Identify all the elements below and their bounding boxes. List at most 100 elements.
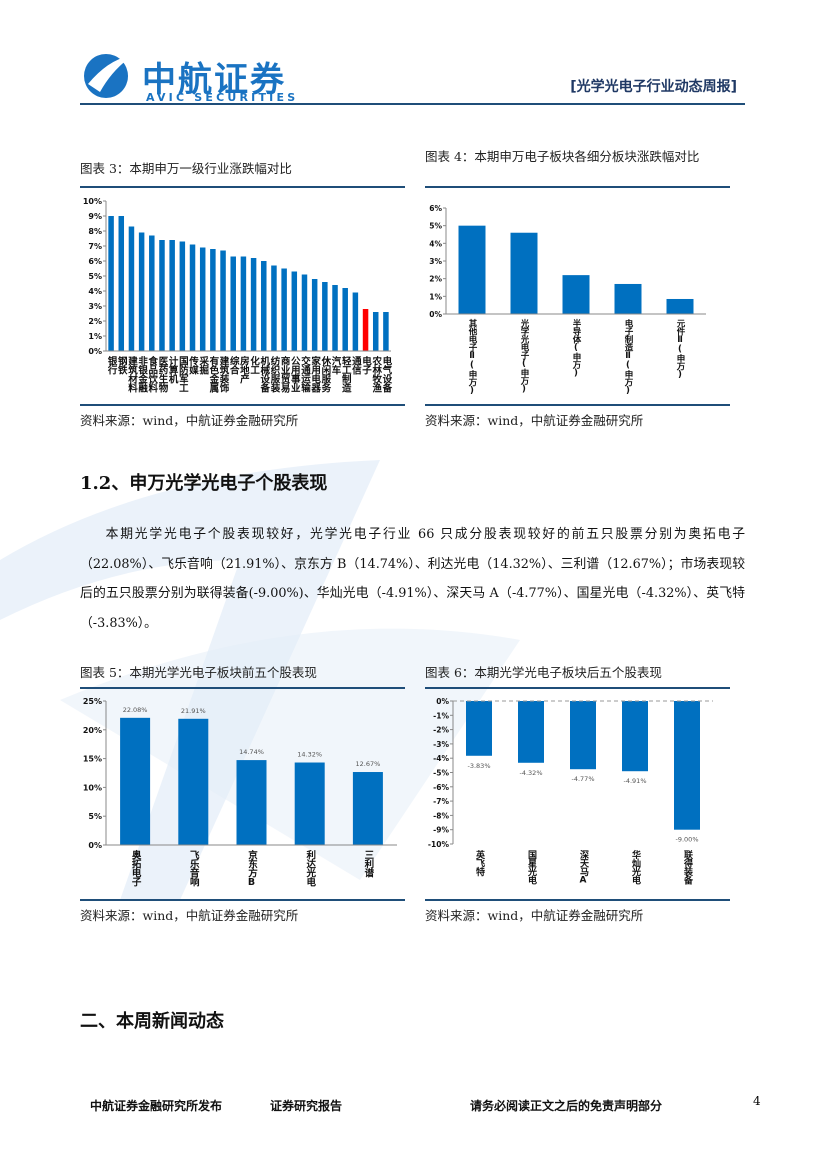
x-tick-label: 综合	[228, 355, 240, 375]
bar	[614, 283, 642, 314]
caption-rule	[80, 186, 405, 188]
bar	[261, 261, 267, 351]
source: 资料来源：wind，中航证券金融研究所	[425, 908, 644, 923]
y-tick-label: -1%	[433, 711, 449, 720]
y-tick-label: -4%	[433, 754, 449, 763]
y-tick-label: 3%	[429, 257, 442, 266]
logo-text: 中航证券	[142, 60, 286, 100]
data-label: 22.08%	[123, 706, 148, 714]
x-tick-label: 休闲服务	[319, 355, 332, 393]
chart: 0% 1% 2% 3% 4% 5% 6% 7% 8% 9% 10% 银行 钢铁 建筑材料 非银金融 食品饮料医…	[83, 197, 393, 393]
bar	[138, 232, 145, 351]
data-label: 14.32%	[297, 751, 322, 759]
y-tick-label: 2%	[429, 275, 442, 284]
x-tick-label: 利达光电	[304, 849, 317, 887]
y-tick-label: 7%	[88, 242, 102, 251]
x-tick-label: 商业贸易	[279, 355, 291, 393]
report-name: [光学光电子行业动态周报]	[570, 79, 737, 95]
bar	[458, 225, 486, 314]
x-tick-label: 奥拓电子	[130, 849, 143, 887]
x-tick-label: 传媒	[187, 355, 200, 375]
bar	[230, 256, 236, 351]
y-tick-label: 1%	[88, 332, 102, 341]
x-tick-label: 三利谱	[362, 850, 375, 878]
y-tick-label: 5%	[88, 272, 102, 281]
bar	[271, 265, 277, 351]
section-heading: 二、本周新闻动态	[80, 1011, 224, 1032]
x-tick-label: 国防军工	[177, 356, 189, 392]
y-tick-label: 6%	[88, 257, 102, 266]
x-tick-label: 家用电器	[309, 355, 322, 393]
x-tick-label: 建筑装饰	[218, 355, 231, 393]
bar	[120, 717, 151, 845]
x-tick-label: 非银金融	[136, 355, 149, 393]
x-tick-label: 机械设备	[258, 355, 271, 393]
source-rule	[425, 899, 730, 901]
chart: 0% 5% 10% 15% 20% 25% 22.08% 奥拓电子 21.91% 飞乐音响 14.7…	[83, 697, 397, 888]
y-tick-label: 2%	[88, 317, 102, 326]
bar	[236, 760, 267, 845]
x-tick-label: 国星光电	[526, 850, 538, 886]
x-tick-label: 电气设备	[380, 355, 393, 393]
bar	[322, 282, 328, 351]
section-heading: 1.2、申万光学光电子个股表现	[80, 473, 328, 494]
bar	[570, 701, 596, 770]
x-tick-label: 纺织服装	[268, 355, 281, 393]
data-label: -3.83%	[468, 762, 491, 770]
x-tick-label: 半导体(申万)	[571, 318, 582, 378]
x-tick-label: 深天马A	[578, 849, 589, 885]
x-tick-label: 公用事业	[289, 356, 302, 392]
y-tick-label: 1%	[429, 292, 442, 301]
data-label: 14.74%	[239, 748, 264, 756]
paragraph: 本期光学光电子个股表现较好，光学光电子行业 66 只成分股表现较好的前五只股票分…	[80, 527, 745, 631]
x-tick-label: 农林牧渔	[370, 355, 383, 393]
bar	[128, 226, 135, 351]
x-tick-label: 电子制造Ⅱ(申万)	[623, 318, 634, 395]
y-tick-label: 0%	[436, 697, 449, 706]
chart: 0% -1% -2% -3% -4% -5% -6% -7% -8% -9% -10% -3.83% 英…	[428, 697, 713, 886]
source: 资料来源：wind，中航证券金融研究所	[80, 413, 299, 428]
bar	[294, 762, 325, 845]
chart: 0% 1% 2% 3% 4% 5% 6% 其他电子Ⅱ(申万) 光学光电子(申万) 半导体(申万) 电…	[429, 204, 706, 396]
x-tick-label: 其他电子Ⅱ(申万)	[467, 318, 478, 395]
footer-disclaimer: 请务必阅读正文之后的免责声明部分	[470, 1099, 663, 1113]
bar	[311, 279, 318, 351]
bar	[199, 247, 206, 351]
bar	[178, 718, 209, 845]
bar	[562, 275, 590, 314]
bar	[518, 701, 544, 763]
source-rule	[425, 404, 730, 406]
bar	[466, 701, 492, 756]
bar	[189, 244, 196, 351]
x-tick-label: 银行	[106, 355, 119, 375]
y-tick-label: 0%	[429, 310, 442, 319]
bar	[332, 285, 338, 351]
source: 资料来源：wind，中航证券金融研究所	[425, 413, 644, 428]
x-tick-label: 光学光电子(申万)	[519, 318, 530, 394]
bar	[362, 309, 369, 351]
source-rule	[80, 899, 405, 901]
watermark-wing	[60, 628, 520, 880]
x-tick-label: 钢铁	[116, 355, 128, 375]
bar	[342, 288, 348, 351]
y-tick-label: -2%	[433, 726, 449, 735]
y-tick-label: 0%	[88, 347, 102, 356]
y-tick-label: 6%	[429, 204, 442, 213]
bar	[510, 232, 538, 314]
x-tick-label: 电子	[360, 355, 372, 375]
figure-caption: 图表 5：本期光学光电子板块前五个股表现	[80, 665, 317, 680]
figure-caption: 图表 3：本期申万一级行业涨跌幅对比	[80, 161, 292, 176]
y-tick-label: -3%	[433, 740, 449, 749]
y-tick-label: 8%	[88, 227, 102, 236]
bar	[108, 216, 114, 351]
y-tick-label: -6%	[433, 783, 449, 792]
y-tick-label: 4%	[88, 287, 102, 296]
x-tick-label: 交通运输	[299, 355, 311, 393]
x-tick-label: 有色金属	[207, 355, 220, 393]
x-tick-label: 轻工制造	[340, 355, 352, 393]
y-tick-label: -9%	[433, 826, 449, 835]
y-tick-label: 10%	[83, 197, 102, 206]
caption-rule	[80, 687, 405, 689]
y-tick-label: -7%	[433, 797, 449, 806]
